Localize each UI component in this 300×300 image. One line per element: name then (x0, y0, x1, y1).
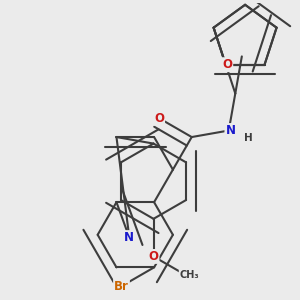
Text: O: O (154, 112, 164, 125)
Text: N: N (124, 231, 134, 244)
Text: O: O (148, 250, 158, 263)
Text: O: O (222, 58, 232, 71)
Text: Br: Br (114, 280, 129, 293)
Text: N: N (225, 124, 236, 137)
Text: CH₃: CH₃ (180, 270, 199, 280)
Text: H: H (244, 133, 253, 142)
